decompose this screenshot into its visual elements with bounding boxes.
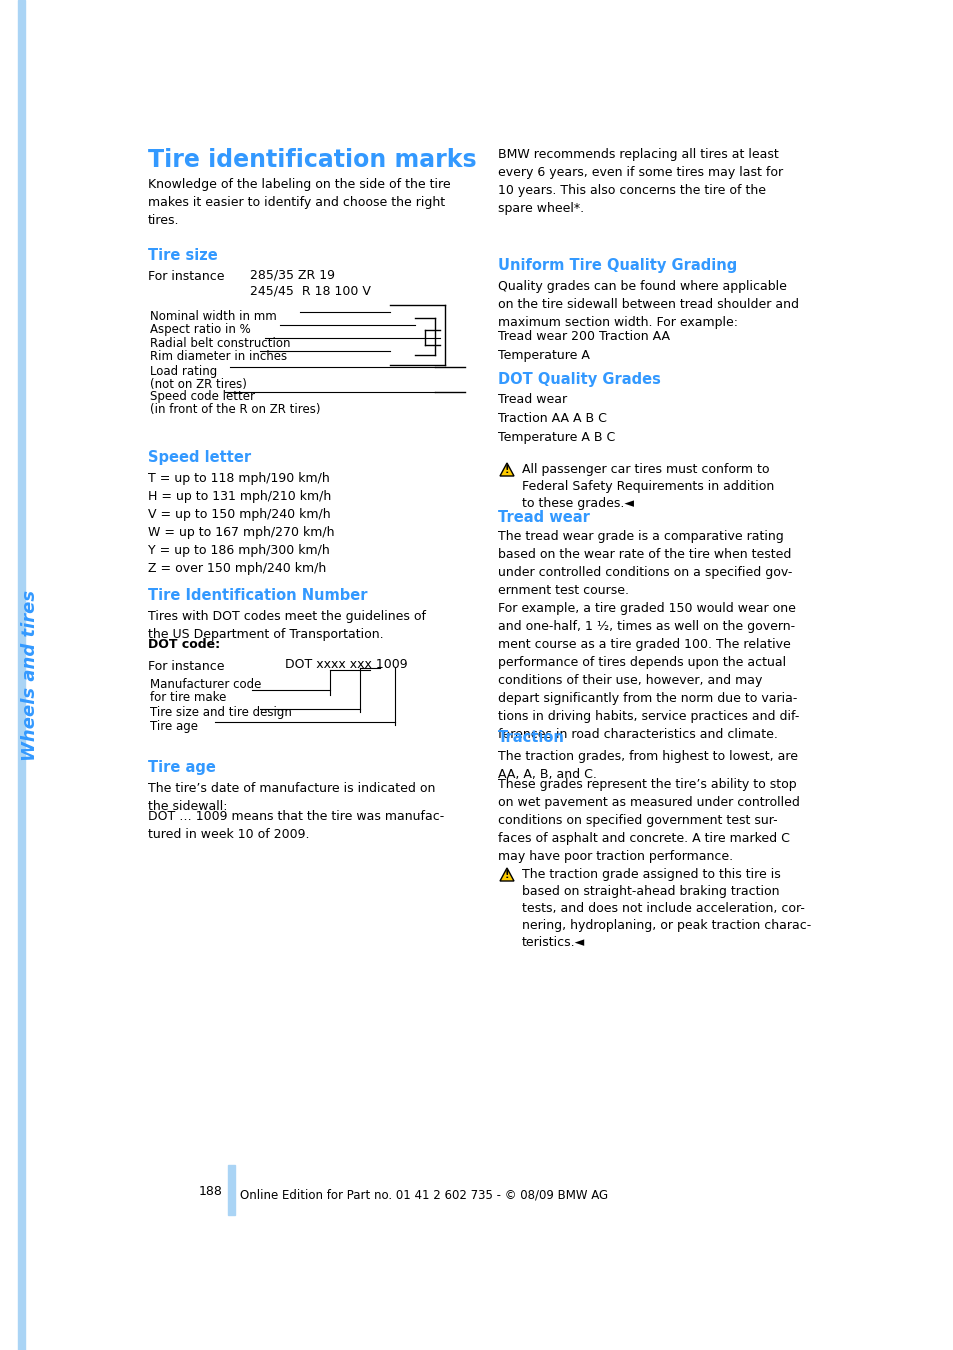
Text: !: ! [504,869,509,880]
Text: Nominal width in mm: Nominal width in mm [150,310,276,323]
Text: DOT Quality Grades: DOT Quality Grades [497,373,660,387]
Text: Quality grades can be found where applicable
on the tire sidewall between tread : Quality grades can be found where applic… [497,279,799,329]
Text: W = up to 167 mph/270 km/h: W = up to 167 mph/270 km/h [148,526,335,539]
Text: Tire age: Tire age [150,720,198,733]
Text: Traction: Traction [497,730,564,745]
Text: DOT xxxx xxx 1009: DOT xxxx xxx 1009 [285,657,407,671]
Bar [18,0,25,1350]
Text: The tire’s date of manufacture is indicated on
the sidewall:: The tire’s date of manufacture is indica… [148,782,435,813]
Text: Tread wear 200 Traction AA
Temperature A: Tread wear 200 Traction AA Temperature A [497,329,669,362]
Text: For instance: For instance [148,660,224,674]
Text: Speed letter: Speed letter [148,450,251,464]
Text: 285/35 ZR 19: 285/35 ZR 19 [250,269,335,281]
Text: The traction grade assigned to this tire is
based on straight-ahead braking trac: The traction grade assigned to this tire… [521,868,810,949]
Text: Rim diameter in inches: Rim diameter in inches [150,350,287,363]
Text: Knowledge of the labeling on the side of the tire
makes it easier to identify an: Knowledge of the labeling on the side of… [148,178,450,227]
Text: These grades represent the tire’s ability to stop
on wet pavement as measured un: These grades represent the tire’s abilit… [497,778,799,863]
Polygon shape [499,463,514,477]
Text: Tire size and tire design: Tire size and tire design [150,706,292,720]
Text: Tire identification marks: Tire identification marks [148,148,476,171]
Text: Uniform Tire Quality Grading: Uniform Tire Quality Grading [497,258,737,273]
Text: Manufacturer code: Manufacturer code [150,678,261,691]
Text: Tire size: Tire size [148,248,217,263]
Text: 245/45  R 18 100 V: 245/45 R 18 100 V [250,285,371,298]
Text: T = up to 118 mph/190 km/h: T = up to 118 mph/190 km/h [148,472,330,485]
Text: Tire Identification Number: Tire Identification Number [148,589,367,603]
Text: 188: 188 [199,1185,223,1197]
Text: Radial belt construction: Radial belt construction [150,338,291,350]
Text: Tread wear
Traction AA A B C
Temperature A B C: Tread wear Traction AA A B C Temperature… [497,393,615,444]
Text: Online Edition for Part no. 01 41 2 602 735 - © 08/09 BMW AG: Online Edition for Part no. 01 41 2 602 … [240,1188,607,1202]
Text: Y = up to 186 mph/300 km/h: Y = up to 186 mph/300 km/h [148,544,330,558]
Text: All passenger car tires must conform to
Federal Safety Requirements in addition
: All passenger car tires must conform to … [521,463,774,510]
Text: Tread wear: Tread wear [497,510,589,525]
Text: BMW recommends replacing all tires at least
every 6 years, even if some tires ma: BMW recommends replacing all tires at le… [497,148,782,215]
Text: (in front of the R on ZR tires): (in front of the R on ZR tires) [150,404,320,416]
Text: V = up to 150 mph/240 km/h: V = up to 150 mph/240 km/h [148,508,331,521]
Text: (not on ZR tires): (not on ZR tires) [150,378,247,392]
Text: Tires with DOT codes meet the guidelines of
the US Department of Transportation.: Tires with DOT codes meet the guidelines… [148,610,426,641]
Text: The tread wear grade is a comparative rating
based on the wear rate of the tire : The tread wear grade is a comparative ra… [497,531,799,741]
Text: for tire make: for tire make [150,691,226,703]
Text: Aspect ratio in %: Aspect ratio in % [150,323,251,336]
Text: Speed code letter: Speed code letter [150,390,254,404]
Text: Wheels and tires: Wheels and tires [21,590,39,760]
Text: H = up to 131 mph/210 km/h: H = up to 131 mph/210 km/h [148,490,331,504]
Text: For instance: For instance [148,270,224,284]
Polygon shape [499,868,514,882]
Bar [228,1165,234,1215]
Text: DOT code:: DOT code: [148,639,220,651]
Text: The traction grades, from highest to lowest, are
AA, A, B, and C.: The traction grades, from highest to low… [497,751,797,782]
Text: Tire age: Tire age [148,760,215,775]
Text: !: ! [504,464,509,475]
Text: DOT … 1009 means that the tire was manufac-
tured in week 10 of 2009.: DOT … 1009 means that the tire was manuf… [148,810,444,841]
Text: Z = over 150 mph/240 km/h: Z = over 150 mph/240 km/h [148,562,326,575]
Text: Load rating: Load rating [150,364,217,378]
